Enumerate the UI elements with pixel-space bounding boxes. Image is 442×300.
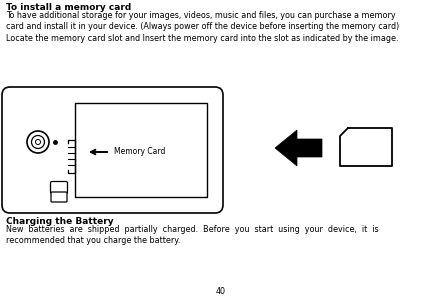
Bar [75, 103, 207, 197]
Text: New  batteries  are  shipped  partially  charged.  Before  you  start  using  yo: New batteries are shipped partially char… [6, 225, 379, 245]
Circle shape [35, 140, 41, 145]
FancyBboxPatch shape [51, 192, 67, 202]
Polygon shape [275, 130, 322, 166]
Polygon shape [340, 128, 392, 166]
Circle shape [27, 131, 49, 153]
Text: To install a memory card: To install a memory card [6, 3, 131, 12]
Text: To have additional storage for your images, videos, music and files, you can pur: To have additional storage for your imag… [6, 11, 399, 43]
Text: Memory Card: Memory Card [114, 148, 165, 157]
Text: 40: 40 [216, 287, 226, 296]
Circle shape [31, 136, 45, 148]
FancyBboxPatch shape [50, 182, 68, 194]
FancyBboxPatch shape [2, 87, 223, 213]
Text: Charging the Battery: Charging the Battery [6, 217, 114, 226]
